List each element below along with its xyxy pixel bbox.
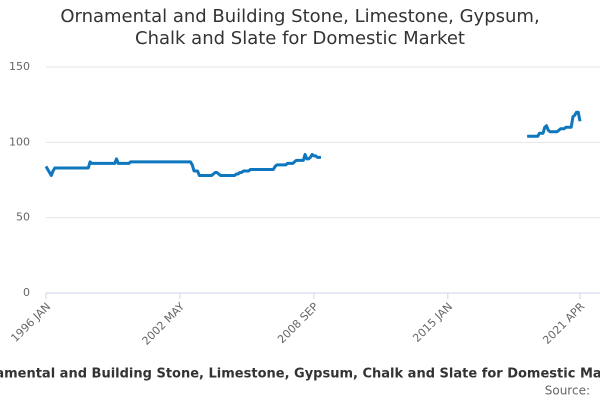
x-tick-label: 1996 JAN xyxy=(8,300,53,345)
x-tick-label: 2015 JAN xyxy=(410,300,455,345)
y-tick-label: 0 xyxy=(23,286,30,299)
x-tick-label: 2008 SEP xyxy=(275,300,321,346)
y-tick-label: 100 xyxy=(9,135,30,148)
x-tick-label: 2021 APR xyxy=(540,300,587,347)
chart-title: Ornamental and Building Stone, Limestone… xyxy=(60,6,540,49)
series-line xyxy=(44,110,582,177)
y-tick-label: 50 xyxy=(16,211,30,224)
y-tick-label: 150 xyxy=(9,60,30,73)
legend-label: Ornamental and Building Stone, Limestone… xyxy=(0,367,600,382)
x-tick-label: 2002 MAY xyxy=(140,300,188,348)
source: Source: xyxy=(545,384,590,398)
